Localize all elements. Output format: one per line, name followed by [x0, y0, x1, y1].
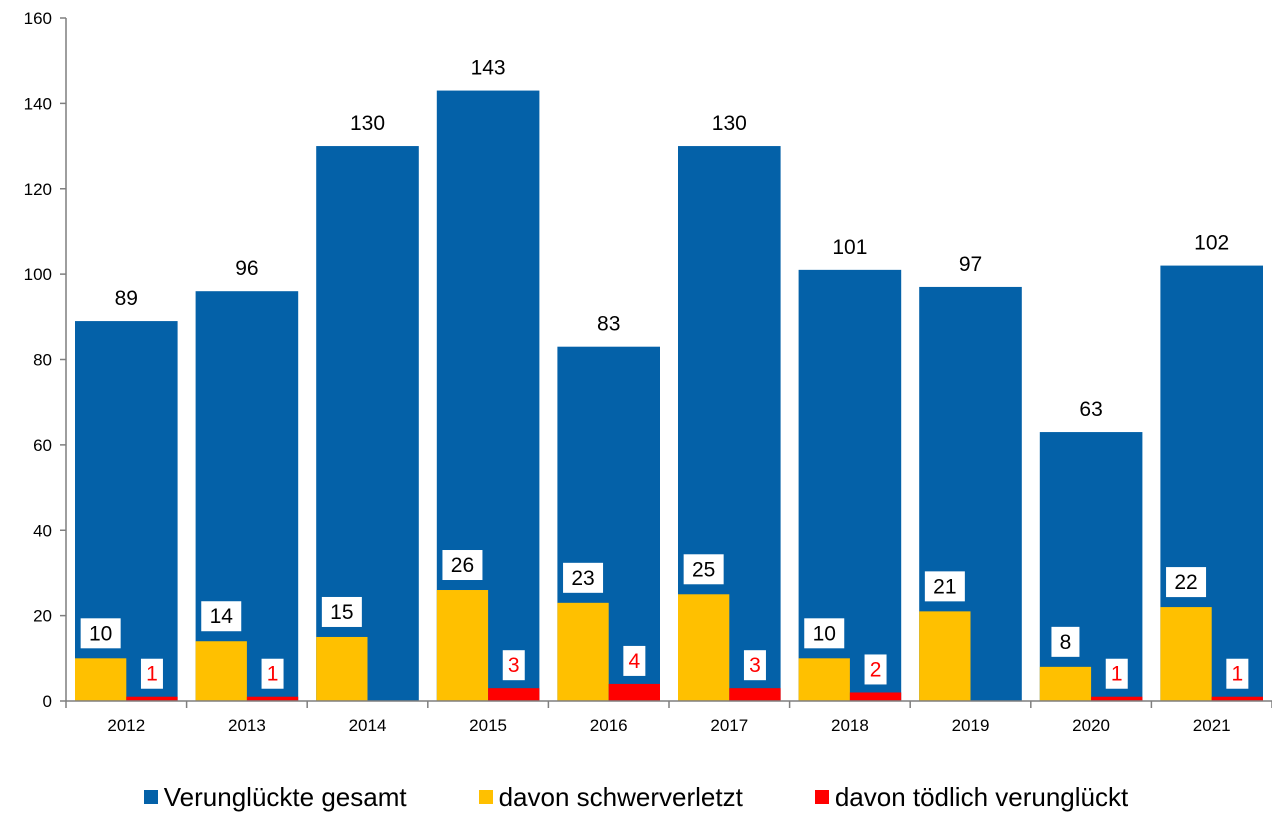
- y-tick-label-80: 80: [33, 351, 52, 370]
- data-label-serious-2019: 21: [933, 575, 956, 598]
- x-tick-label-2016: 2016: [590, 716, 628, 735]
- bar-serious-2013: [195, 641, 247, 701]
- data-label-box-serious-2013: [201, 601, 242, 632]
- data-label-serious-2013: 14: [210, 605, 234, 628]
- data-label-box-fatal-2015: [502, 650, 525, 681]
- bar-fatal-2020: [1091, 696, 1143, 701]
- x-tick-label-2018: 2018: [831, 716, 869, 735]
- data-label-box-fatal-2012: [140, 658, 163, 689]
- y-tick-label-100: 100: [24, 265, 52, 284]
- data-label-box-fatal-2020: [1105, 658, 1128, 689]
- data-label-total-2014: 130: [350, 112, 385, 135]
- data-label-box-fatal-2021: [1226, 658, 1249, 689]
- y-tick-label-120: 120: [24, 180, 52, 199]
- legend-item-total: Verunglückte gesamt: [143, 781, 407, 813]
- data-label-fatal-2018: 2: [870, 658, 882, 681]
- data-labels-layer: 8910196141130151432638323413025310110297…: [80, 57, 1249, 689]
- x-tick-label-2019: 2019: [952, 716, 990, 735]
- data-label-fatal-2012: 1: [146, 663, 158, 686]
- data-label-serious-2016: 23: [571, 567, 594, 590]
- x-tick-label-2014: 2014: [349, 716, 387, 735]
- data-label-box-serious-2017: [683, 554, 724, 585]
- data-label-fatal-2015: 3: [508, 654, 520, 677]
- data-label-serious-2012: 10: [89, 622, 112, 645]
- bar-chart: 8910196141130151432638323413025310110297…: [24, 9, 1272, 735]
- data-label-serious-2014: 15: [330, 601, 353, 624]
- x-tick-label-2021: 2021: [1193, 716, 1231, 735]
- legend-item-serious: davon schwerverletzt: [478, 781, 743, 813]
- data-label-box-serious-2012: [80, 618, 121, 649]
- bar-fatal-2012: [126, 696, 178, 701]
- data-label-total-2016: 83: [597, 313, 620, 336]
- legend-label-serious: davon schwerverletzt: [498, 781, 743, 812]
- bar-fatal-2015: [488, 688, 540, 701]
- data-label-box-fatal-2018: [864, 654, 887, 685]
- data-label-fatal-2021: 1: [1232, 663, 1244, 686]
- y-tick-label-20: 20: [33, 607, 52, 626]
- data-label-box-serious-2015: [442, 550, 483, 581]
- y-tick-label-140: 140: [24, 94, 52, 113]
- bar-serious-2021: [1160, 607, 1212, 701]
- bar-fatal-2018: [849, 692, 902, 701]
- legend-swatch-total: [143, 790, 158, 804]
- data-label-total-2019: 97: [959, 253, 982, 276]
- data-label-serious-2021: 22: [1174, 571, 1197, 594]
- data-label-serious-2017: 25: [692, 558, 715, 581]
- data-label-box-serious-2014: [321, 596, 362, 627]
- data-label-total-2013: 96: [235, 257, 258, 280]
- legend: Verunglückte gesamt davon schwerverletzt…: [0, 782, 1272, 812]
- data-label-box-fatal-2013: [261, 658, 284, 689]
- legend-swatch-fatal: [814, 790, 829, 804]
- bar-total-2013: [195, 291, 299, 701]
- data-label-box-serious-2020: [1051, 626, 1080, 657]
- y-tick-label-60: 60: [33, 436, 52, 455]
- bar-serious-2015: [436, 590, 489, 701]
- bar-serious-2019: [919, 611, 971, 701]
- data-label-serious-2020: 8: [1060, 631, 1072, 654]
- data-label-fatal-2017: 3: [749, 654, 761, 677]
- x-tick-label-2013: 2013: [228, 716, 266, 735]
- y-tick-label-0: 0: [43, 692, 52, 711]
- data-label-box-fatal-2017: [743, 650, 766, 681]
- data-label-box-serious-2016: [563, 562, 604, 593]
- data-label-fatal-2020: 1: [1111, 663, 1123, 686]
- data-label-total-2021: 102: [1194, 232, 1229, 255]
- bars-layer: [75, 90, 1263, 702]
- legend-item-fatal: davon tödlich verunglückt: [814, 781, 1129, 813]
- x-tick-label-2020: 2020: [1072, 716, 1110, 735]
- x-tick-label-2017: 2017: [710, 716, 748, 735]
- data-label-total-2018: 101: [832, 236, 867, 259]
- bar-serious-2018: [798, 658, 850, 701]
- data-label-box-serious-2018: [804, 618, 845, 649]
- axes-layer: 2012 2013 2014 2015 2016 2017 2018 2019 2020 2021…: [24, 9, 1272, 735]
- bar-serious-2020: [1039, 666, 1092, 701]
- data-label-box-serious-2019: [924, 571, 965, 602]
- data-label-serious-2015: 26: [451, 554, 474, 577]
- data-label-box-serious-2021: [1166, 567, 1207, 598]
- legend-label-fatal: davon tödlich verunglückt: [834, 781, 1129, 812]
- data-label-total-2017: 130: [712, 112, 747, 135]
- bar-fatal-2017: [729, 688, 781, 701]
- data-label-total-2020: 63: [1079, 398, 1102, 421]
- x-tick-label-2012: 2012: [107, 716, 145, 735]
- bar-serious-2016: [557, 602, 609, 701]
- bar-serious-2012: [75, 658, 127, 701]
- legend-swatch-serious: [478, 790, 493, 804]
- x-tick-label-2015: 2015: [469, 716, 507, 735]
- data-label-total-2015: 143: [471, 57, 506, 80]
- data-label-fatal-2013: 1: [267, 663, 279, 686]
- y-tick-label-40: 40: [33, 521, 52, 540]
- legend-label-total: Verunglückte gesamt: [163, 781, 407, 812]
- bar-fatal-2013: [246, 696, 299, 701]
- bar-serious-2017: [678, 594, 730, 701]
- data-label-total-2012: 89: [115, 287, 138, 310]
- y-tick-label-160: 160: [24, 9, 52, 28]
- data-label-fatal-2016: 4: [629, 650, 641, 673]
- data-label-serious-2018: 10: [813, 622, 836, 645]
- bar-fatal-2021: [1211, 696, 1263, 701]
- bar-fatal-2016: [608, 683, 660, 701]
- bar-serious-2014: [316, 636, 368, 701]
- data-label-box-fatal-2016: [623, 645, 646, 676]
